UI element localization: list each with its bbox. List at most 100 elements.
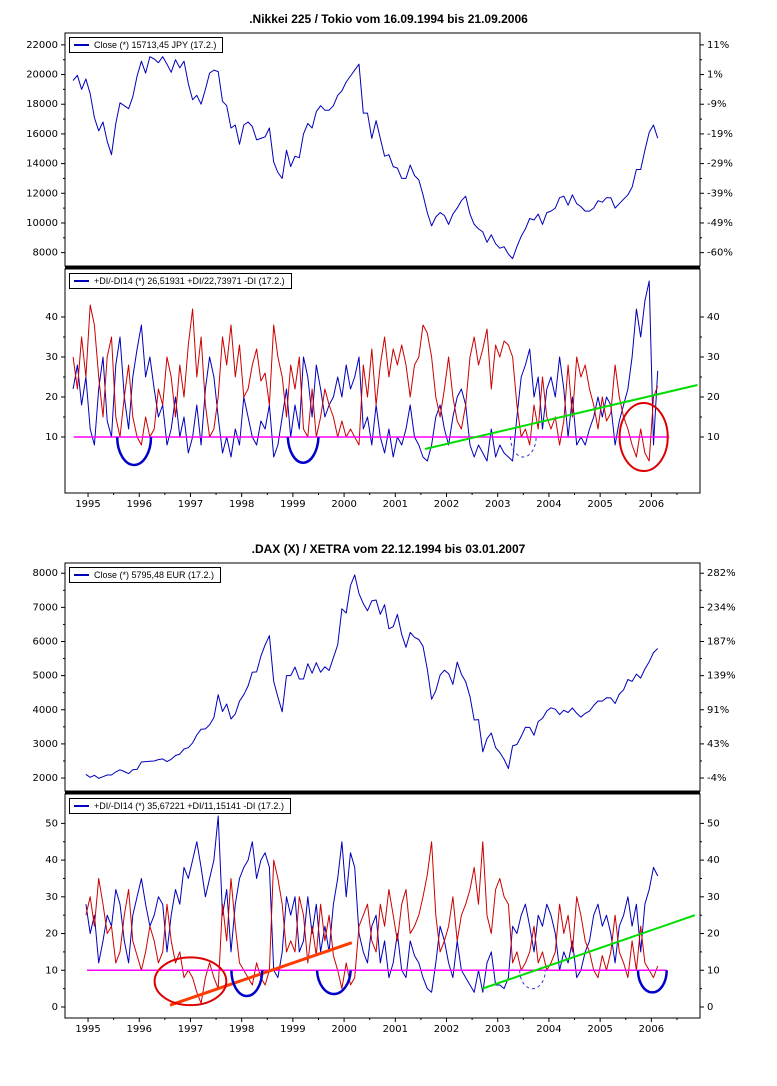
x-axis-label: 1998	[229, 499, 254, 510]
y-axis-label-right: 187%	[707, 637, 736, 648]
y-axis-label-right: 91%	[707, 705, 729, 716]
x-axis-label: 2005	[587, 499, 612, 510]
legend-label: +DI/-DI14 (*) 35,67221 +DI/11,15141 -DI …	[94, 801, 284, 811]
x-axis-label: 2000	[331, 499, 356, 510]
legend-label: Close (*) 5795,48 EUR (17.2.)	[94, 570, 215, 580]
y-axis-label-right: 40	[707, 312, 720, 323]
y-axis-label-left: 7000	[33, 602, 58, 613]
legend-line-swatch	[74, 280, 89, 282]
x-axis-label: 2002	[434, 499, 459, 510]
x-axis-label: 1996	[127, 499, 152, 510]
arc-annotation	[315, 970, 352, 996]
legend-nikkei-di: +DI/-DI14 (*) 26,51931 +DI/22,73971 -DI …	[69, 273, 292, 289]
chart-title-dax: .DAX (X) / XETRA vom 22.12.1994 bis 03.0…	[251, 542, 526, 556]
y-axis-label-right: -19%	[707, 129, 733, 140]
y-axis-label-right: -9%	[707, 99, 726, 110]
y-axis-label-right: 282%	[707, 568, 736, 579]
series-di-minus	[72, 304, 659, 462]
y-axis-label-right: 20	[707, 392, 720, 403]
panel-frame	[64, 562, 701, 792]
x-axis-label: 2001	[383, 1024, 408, 1035]
y-axis-label-right: 50	[707, 818, 720, 829]
x-axis-label: 1995	[75, 499, 100, 510]
x-axis-label: 1995	[75, 1024, 100, 1035]
x-axis: 1995 1996 1997 1998 1999 2000 2001 2002 2003 2004…	[75, 1018, 678, 1035]
legend-dax-close: Close (*) 5795,48 EUR (17.2.)	[69, 567, 222, 583]
y-axis: 2000 -4% 3000 43% 4000 91% 5000 139% 6000 187% 700…	[33, 568, 736, 784]
arc-annotation	[230, 970, 264, 998]
legend-line-swatch	[74, 574, 89, 576]
x-axis-label: 1999	[280, 1024, 305, 1035]
y-axis-label-left: 5000	[33, 671, 58, 682]
arc-annotation	[636, 970, 668, 994]
y-axis-label-left: 20000	[26, 70, 58, 81]
chart-2: 2000 -4% 30 0 0 43% 4000 91% 5000 139% 6000 187% 700…	[33, 562, 736, 1035]
x-axis-label: 1996	[127, 1024, 152, 1035]
y-axis-label-left: 22000	[26, 40, 58, 51]
y-axis-label-left: 14000	[26, 159, 58, 170]
y-axis-label-right: 1%	[707, 70, 723, 81]
legend-nikkei-close: Close (*) 15713,45 JPY (17.2.)	[69, 37, 224, 53]
series-di-minus	[85, 841, 659, 1004]
x-axis: 1995 1996 1997 1998 1999 2000 2001 2002 2003 2004…	[75, 493, 678, 510]
legend-dax-di: +DI/-DI14 (*) 35,67221 +DI/11,15141 -DI …	[69, 798, 291, 814]
y-axis-label-left: 6000	[33, 637, 58, 648]
y-axis-label-left: 40	[45, 312, 58, 323]
y-axis-label-right: 0	[707, 1002, 713, 1013]
series-close	[85, 574, 659, 779]
x-axis-label: 1997	[178, 499, 203, 510]
y-axis-label-right: 10	[707, 965, 720, 976]
y-axis-label-left: 30	[45, 892, 58, 903]
y-axis-label-right: -4%	[707, 773, 726, 784]
y-axis-label-left: 20	[45, 392, 58, 403]
y-axis: 10 10 20 20 30 30 40 40	[45, 312, 719, 443]
y-axis-label-right: -60%	[707, 248, 733, 259]
x-axis-label: 2004	[536, 1024, 561, 1035]
y-axis-label-left: 2000	[33, 773, 58, 784]
series-di-plus	[85, 815, 659, 993]
arc-annotation	[286, 436, 320, 464]
y-axis-label-left: 50	[45, 818, 58, 829]
x-axis-label: 1998	[229, 1024, 254, 1035]
chart-1: 8000 -60% 10000 -49% 12000 -39% 14000 -29% 16000…	[26, 32, 733, 510]
x-axis-label: 2001	[383, 499, 408, 510]
panel-frame	[64, 268, 701, 494]
panel-divider	[65, 791, 700, 794]
y-axis-label-left: 12000	[26, 188, 58, 199]
y-axis-label-left: 10	[45, 965, 58, 976]
y-axis-label-left: 40	[45, 855, 58, 866]
y-axis-label-left: 16000	[26, 129, 58, 140]
y-axis-label-right: 139%	[707, 671, 736, 682]
x-axis-label: 2004	[536, 499, 561, 510]
y-axis-label-right: -39%	[707, 188, 733, 199]
legend-label: +DI/-DI14 (*) 26,51931 +DI/22,73971 -DI …	[94, 276, 285, 286]
y-axis: 0 0 10 10 20 20 30 30 40 40 50 50	[45, 818, 719, 1013]
series-close	[72, 56, 659, 260]
y-axis-label-left: 4000	[33, 705, 58, 716]
y-axis-label-left: 0	[52, 1002, 58, 1013]
y-axis-label-right: 43%	[707, 739, 729, 750]
y-axis-label-right: -49%	[707, 218, 733, 229]
arc-annotation	[519, 970, 546, 990]
y-axis-label-right: 20	[707, 929, 720, 940]
circle-annotation	[153, 956, 228, 1007]
panel-frame	[64, 793, 701, 1019]
chart-title-nikkei: .Nikkei 225 / Tokio vom 16.09.1994 bis 2…	[249, 12, 528, 26]
y-axis-label-left: 18000	[26, 99, 58, 110]
panel-divider	[65, 266, 700, 269]
x-axis-label: 2002	[434, 1024, 459, 1035]
y-axis-label-right: 10	[707, 432, 720, 443]
legend-line-swatch	[74, 805, 89, 807]
arc-annotation	[115, 436, 153, 467]
arc-annotation	[510, 436, 537, 458]
x-axis-label: 1997	[178, 1024, 203, 1035]
y-axis-label-right: 40	[707, 855, 720, 866]
x-axis-label: 2005	[587, 1024, 612, 1035]
panel-indicator: 0 0 10 10 20 20 30 30 40 40 50 50	[45, 793, 720, 1019]
x-axis-label: 1999	[280, 499, 305, 510]
x-axis-label: 2003	[485, 499, 510, 510]
x-axis-label: 2000	[331, 1024, 356, 1035]
panel-price: 2000 -4% 3000 43% 4000 91% 5000 139% 6000 187% 700…	[33, 562, 736, 792]
